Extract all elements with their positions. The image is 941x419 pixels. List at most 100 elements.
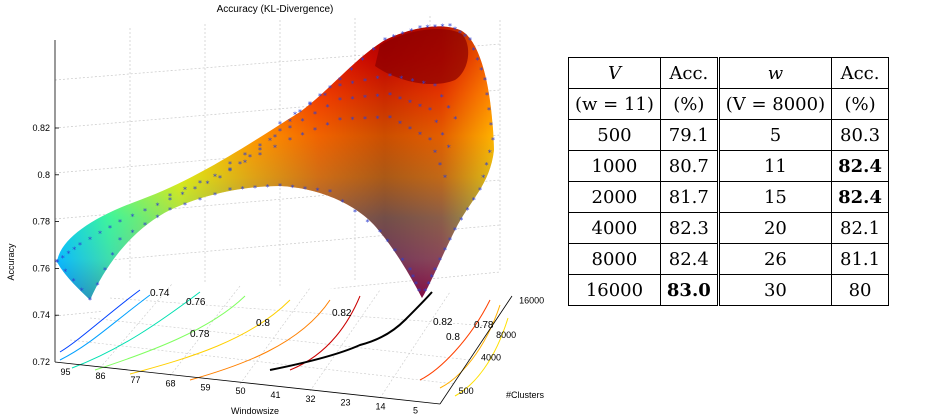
surface-marker: * xyxy=(366,218,370,227)
surface-marker: * xyxy=(376,92,380,101)
surface-marker: * xyxy=(481,174,485,183)
surface-marker: * xyxy=(228,167,232,176)
z-tick-label: 0.72 xyxy=(32,357,50,367)
surface-marker: * xyxy=(301,117,305,126)
surface-marker: * xyxy=(72,245,76,254)
surface-marker: * xyxy=(258,146,262,155)
surface-marker: * xyxy=(326,103,330,112)
contour-label: 0.82 xyxy=(433,317,453,328)
x-tick-label: 41 xyxy=(270,390,280,400)
surface-marker: * xyxy=(278,127,282,136)
surface-marker: * xyxy=(228,166,232,175)
subheader-acc: (%) xyxy=(831,88,889,120)
surface-marker: * xyxy=(433,82,437,91)
surface-marker: * xyxy=(478,186,482,195)
cell-v: 16000 xyxy=(568,274,661,306)
surface-marker: * xyxy=(258,142,262,151)
surface-marker: * xyxy=(443,174,447,183)
table-subheader-row: (w = 11) (%) (V = 8000) (%) xyxy=(568,88,889,120)
surface-marker: * xyxy=(363,115,367,124)
surface-marker: * xyxy=(448,22,452,31)
surface-marker: * xyxy=(238,160,242,169)
surface-marker: * xyxy=(388,114,392,123)
surface-marker: * xyxy=(351,116,355,125)
table-header-row: V Acc. w Acc. xyxy=(568,57,889,89)
surface-marker: * xyxy=(418,24,422,33)
cell-v: 500 xyxy=(568,119,661,151)
surface-marker: * xyxy=(401,257,405,266)
surface-marker: * xyxy=(168,206,172,215)
surface-marker: * xyxy=(118,218,122,227)
floor-plane xyxy=(55,280,512,404)
surface-marker: * xyxy=(399,75,403,84)
cell-acc-w: 81.1 xyxy=(831,243,889,275)
surface-marker: * xyxy=(131,213,135,222)
surface-marker: * xyxy=(183,201,187,210)
surface-marker: * xyxy=(143,221,147,230)
contour-labels: 0.74 0.76 0.78 0.8 0.82 0.82 0.78 0.8 xyxy=(150,288,494,343)
surface-marker: * xyxy=(485,91,489,100)
surface-marker: * xyxy=(323,92,327,101)
surface-marker: * xyxy=(408,125,412,134)
surface-marker: * xyxy=(472,46,476,55)
z-tick-label: 0.8 xyxy=(37,170,50,180)
surface-marker: * xyxy=(213,173,217,182)
contour-label: 0.74 xyxy=(150,288,170,299)
surface-marker: * xyxy=(430,273,434,282)
contour-label: 0.78 xyxy=(190,329,210,340)
surface-marker: * xyxy=(228,186,232,195)
surface-marker: * xyxy=(463,33,467,42)
surface-marker: * xyxy=(434,119,438,128)
surface-marker: * xyxy=(278,120,282,129)
surface-marker: * xyxy=(55,258,59,267)
surface-marker: * xyxy=(318,92,322,101)
surface-marker: * xyxy=(72,277,76,286)
subheader-v: (w = 11) xyxy=(568,88,661,120)
surface-marker: * xyxy=(378,228,382,237)
surface-marker: * xyxy=(78,241,82,250)
cell-v: 4000 xyxy=(568,212,661,244)
surface-marker: * xyxy=(168,192,172,201)
x-tick-label: 50 xyxy=(235,386,245,396)
header-v: V xyxy=(568,57,661,89)
surface-marker: * xyxy=(338,116,342,125)
x-tick-label: 59 xyxy=(200,382,210,392)
surface-marker: * xyxy=(273,144,277,153)
surface-marker: * xyxy=(453,115,457,124)
surface-marker: * xyxy=(453,26,457,35)
table-body: 500 79.1 5 80.3 1000 80.7 11 82.4 2000 81.7 15 82.4… xyxy=(568,119,889,306)
y-tick-label: 500 xyxy=(459,386,474,396)
surface-marker: * xyxy=(428,106,432,115)
surface-marker: * xyxy=(468,36,472,45)
chart-title: Accuracy (KL-Divergence) xyxy=(217,4,334,15)
cell-acc-w: 82.4 xyxy=(831,181,889,213)
surface-marker: * xyxy=(291,184,295,193)
x-tick-label: 77 xyxy=(130,375,140,385)
surface-marker: * xyxy=(131,229,135,238)
cell-v: 2000 xyxy=(568,181,661,213)
surface-marker: * xyxy=(361,56,365,65)
header-w: w xyxy=(716,57,833,89)
cell-acc-w: 82.1 xyxy=(831,212,889,244)
x-tick-label: 95 xyxy=(60,367,70,377)
surface-marker: * xyxy=(476,56,480,65)
surface-marker: * xyxy=(488,149,492,158)
floor-grid xyxy=(69,283,491,399)
surface-marker: * xyxy=(156,214,160,223)
surface-marker: * xyxy=(349,66,353,75)
surface-marker: * xyxy=(441,23,445,32)
surface-marker: * xyxy=(426,24,430,33)
surface-marker: * xyxy=(411,273,415,282)
surface-marker: * xyxy=(288,136,292,145)
surface-marker: * xyxy=(372,46,376,55)
surface-marker: * xyxy=(491,136,495,145)
surface-marker: * xyxy=(438,256,442,265)
x-tick-label: 68 xyxy=(165,379,175,389)
surface-marker: * xyxy=(393,247,397,256)
surface-marker: * xyxy=(408,266,412,275)
surface-marker: * xyxy=(448,236,452,245)
surface-marker: * xyxy=(386,238,390,247)
cell-w: 11 xyxy=(716,150,833,182)
surface-marker: * xyxy=(243,151,247,160)
surface-marker: * xyxy=(266,183,270,192)
